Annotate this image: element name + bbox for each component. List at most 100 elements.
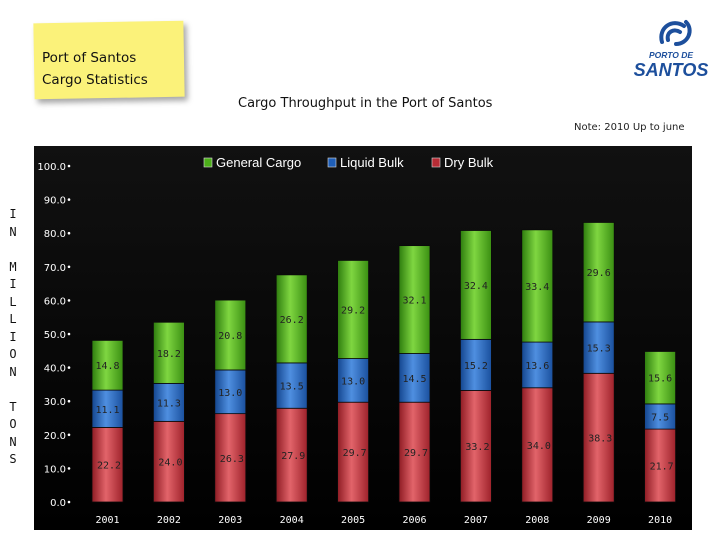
y-axis-label-letter: N xyxy=(9,364,17,379)
data-label: 13.0 xyxy=(218,388,242,399)
y-axis-label-letter: I xyxy=(9,277,17,291)
x-tick-label: 2002 xyxy=(157,515,181,526)
y-axis-label-letter: O xyxy=(9,417,17,431)
y-axis-label-letter: N xyxy=(9,224,17,239)
data-label: 33.2 xyxy=(465,442,489,453)
data-label: 32.1 xyxy=(402,296,426,307)
data-label: 27.9 xyxy=(281,451,305,462)
legend-label: Dry Bulk xyxy=(444,155,494,170)
y-tick-label: 100.0 xyxy=(37,162,66,173)
y-tick-mark xyxy=(67,433,71,437)
y-tick-mark xyxy=(67,366,71,369)
y-tick-mark xyxy=(67,299,71,302)
data-label: 18.2 xyxy=(157,349,181,360)
y-axis-label-letter: N xyxy=(9,434,17,449)
x-tick-label: 2001 xyxy=(95,515,119,526)
y-tick-label: 0.0 xyxy=(50,498,66,509)
y-tick-label: 50.0 xyxy=(44,330,66,341)
x-tick-label: 2005 xyxy=(341,515,365,526)
x-tick-label: 2010 xyxy=(648,515,672,526)
legend-label: General Cargo xyxy=(216,155,301,170)
data-label: 14.5 xyxy=(402,374,426,385)
y-tick-label: 80.0 xyxy=(44,229,66,240)
data-label: 14.8 xyxy=(95,361,119,372)
data-label: 11.3 xyxy=(157,398,181,409)
data-label: 24.0 xyxy=(158,458,182,469)
data-label: 15.2 xyxy=(464,361,488,372)
data-label: 26.3 xyxy=(220,454,244,465)
bar-segment xyxy=(644,351,676,405)
y-axis-label-letter: L xyxy=(9,294,17,309)
y-axis-label-letter: L xyxy=(9,312,17,326)
y-tick-mark xyxy=(67,198,71,201)
bar-segment xyxy=(337,260,370,359)
x-tick-label: 2007 xyxy=(464,515,488,526)
bar-segment xyxy=(521,229,554,343)
y-axis-label-letter: S xyxy=(9,452,17,466)
chart-note: Note: 2010 Up to june xyxy=(574,122,685,133)
logo-swirl-icon xyxy=(659,20,692,46)
bar-segment xyxy=(582,321,615,374)
bar-segment xyxy=(153,420,185,503)
legend-swatch xyxy=(327,157,337,168)
bar-segment xyxy=(398,245,431,354)
y-tick-mark xyxy=(67,231,71,235)
x-axis: 2001 2002 2003 2004 2005 2006 2007 2008 2009 2010 xyxy=(95,515,672,526)
y-axis: 0.0 10.0 20.0 30.0 40.0 50.0 60.0 70.0 80.0 90.0 1… xyxy=(37,162,71,509)
y-tick-mark xyxy=(67,467,71,470)
bar-segment xyxy=(644,403,676,430)
data-label: 32.4 xyxy=(464,281,488,292)
bar-segment xyxy=(459,338,492,391)
legend-swatch xyxy=(203,157,213,168)
y-axis-label-letter: M xyxy=(9,259,17,274)
y-tick-mark xyxy=(67,399,71,403)
x-tick-label: 2008 xyxy=(525,515,549,526)
bar-segment xyxy=(521,387,554,503)
bar-segment xyxy=(214,369,247,415)
chart-title: Cargo Throughput in the Port of Santos xyxy=(238,96,493,111)
data-label: 11.1 xyxy=(95,405,119,416)
data-label: 29.6 xyxy=(587,268,611,279)
y-tick-label: 10.0 xyxy=(44,464,66,475)
data-label: 33.4 xyxy=(525,282,549,293)
legend-label: Liquid Bulk xyxy=(340,155,404,170)
y-tick-label: 60.0 xyxy=(44,296,66,307)
data-label: 13.6 xyxy=(525,361,549,372)
x-tick-label: 2003 xyxy=(218,515,242,526)
bar-segment xyxy=(275,274,308,364)
bar-segment xyxy=(214,299,247,371)
bars: 22.2 11.1 14.8 24.0 11.3 18.2 26.3 13.0 20.8 27.9… xyxy=(91,222,676,503)
y-axis-label-letter xyxy=(5,381,21,399)
data-label: 20.8 xyxy=(218,331,242,342)
bar-segment xyxy=(91,339,124,391)
y-axis-label-letter: I xyxy=(9,329,17,344)
data-label: 15.6 xyxy=(648,374,672,385)
chart-legend: General Cargo Liquid Bulk Dry Bulk xyxy=(203,155,494,170)
bar-segment xyxy=(337,358,370,403)
y-tick-mark xyxy=(67,265,71,269)
bar-segment xyxy=(214,413,247,503)
bar-segment xyxy=(582,222,615,323)
logo-text-line2: SANTOS xyxy=(634,60,709,80)
bar-segment xyxy=(398,353,431,403)
data-label: 21.7 xyxy=(650,462,674,473)
bar-segment xyxy=(153,382,185,422)
y-axis-label-letter xyxy=(5,241,21,259)
logo-text-line1: PORTO DE xyxy=(649,50,693,60)
y-tick-label: 90.0 xyxy=(44,196,66,207)
y-tick-label: 30.0 xyxy=(44,397,66,408)
sticky-note-line1: Port of Santos xyxy=(42,50,137,66)
bar-segment xyxy=(337,401,370,503)
y-tick-mark xyxy=(67,164,71,168)
data-label: 26.2 xyxy=(280,315,304,326)
y-tick-label: 40.0 xyxy=(44,364,66,375)
y-tick-label: 20.0 xyxy=(44,431,66,442)
data-label: 7.5 xyxy=(651,412,669,423)
data-label: 15.3 xyxy=(587,344,611,355)
sticky-note-line2: Cargo Statistics xyxy=(42,72,148,88)
y-tick-mark xyxy=(67,500,71,504)
y-tick-label: 70.0 xyxy=(44,263,66,274)
bar-segment xyxy=(644,428,676,503)
bar-segment xyxy=(275,362,308,409)
